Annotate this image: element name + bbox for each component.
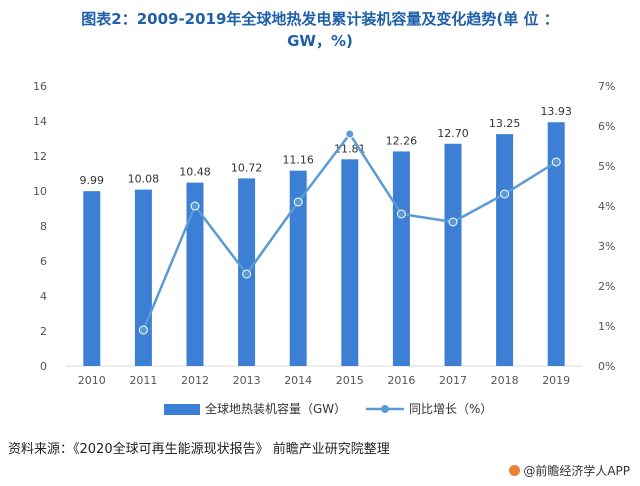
legend-line-marker [381,405,389,413]
y-right-tick-label: 4% [598,200,615,213]
legend-bar-swatch [164,404,200,415]
y-left-tick-label: 12 [33,150,47,163]
x-tick-label: 2017 [439,374,467,387]
bar [392,151,410,366]
y-left-tick-label: 4 [40,290,47,303]
bar-data-label: 12.70 [437,127,469,140]
chart-title: 图表2：2009-2019年全球地热发电累计装机容量及变化趋势(单 位 ： GW… [0,8,640,52]
bar-data-label: 11.16 [282,154,314,167]
bar-data-label: 13.25 [489,117,521,130]
bar [186,182,204,366]
bar [289,170,307,366]
growth-point [138,325,148,335]
x-tick-label: 2011 [129,374,157,387]
x-tick-label: 2019 [542,374,570,387]
bar [341,159,359,366]
y-right-tick-label: 2% [598,280,615,293]
bar-data-label: 12.26 [386,134,418,147]
brand-watermark: @前瞻经济学人APP [509,462,630,479]
bar [83,191,101,366]
bar [444,143,462,366]
x-tick-label: 2012 [181,374,209,387]
y-right-tick-label: 5% [598,160,615,173]
bar [496,134,514,366]
x-tick-label: 2013 [233,374,261,387]
growth-point [293,197,303,207]
growth-point [500,189,510,199]
chart-title-line1: 图表2：2009-2019年全球地热发电累计装机容量及变化趋势(单 位 ： [81,10,559,28]
y-right-tick-label: 0% [598,360,615,373]
y-right-tick-label: 6% [598,120,615,133]
brand-logo-icon [509,465,521,476]
y-left-tick-label: 16 [33,80,47,93]
y-left-tick-label: 14 [33,115,47,128]
y-left-tick-label: 2 [40,325,47,338]
y-left-tick-label: 0 [40,360,47,373]
x-tick-label: 2010 [78,374,106,387]
y-right-tick-label: 7% [598,80,615,93]
bar-data-label: 13.93 [540,105,572,118]
y-left-tick-label: 6 [40,255,47,268]
growth-point [396,209,406,219]
y-left-tick-label: 8 [40,220,47,233]
y-right-tick-label: 1% [598,320,615,333]
x-tick-label: 2016 [387,374,415,387]
brand-label: @前瞻经济学人APP [523,464,630,478]
x-tick-label: 2014 [284,374,312,387]
chart-title-line2: GW，%) [287,32,353,50]
legend-line-label: 同比增长（%） [409,402,492,416]
bar [547,122,565,366]
growth-point [242,269,252,279]
growth-point [448,217,458,227]
growth-point [551,157,561,167]
bar-data-label: 10.48 [179,166,211,179]
x-tick-label: 2015 [336,374,364,387]
x-tick-label: 2018 [491,374,519,387]
growth-point [190,201,200,211]
growth-point [345,129,355,139]
chart: 0 2 4 6 8 10 12 14 16 0% 1% 2% 3% 4% 5% 6% 7% 2010 2011 2… [33,80,615,416]
bar-data-label: 10.08 [128,173,160,186]
y-right-tick-label: 3% [598,240,615,253]
bar-data-label: 10.72 [231,161,263,174]
source-note: 资料来源：《2020全球可再生能源现状报告》 前瞻产业研究院整理 [8,442,390,457]
y-left-tick-label: 10 [33,185,47,198]
legend-bar-label: 全球地热装机容量（GW） [205,401,346,416]
bar [134,189,152,366]
bar-data-label: 9.99 [80,174,105,187]
